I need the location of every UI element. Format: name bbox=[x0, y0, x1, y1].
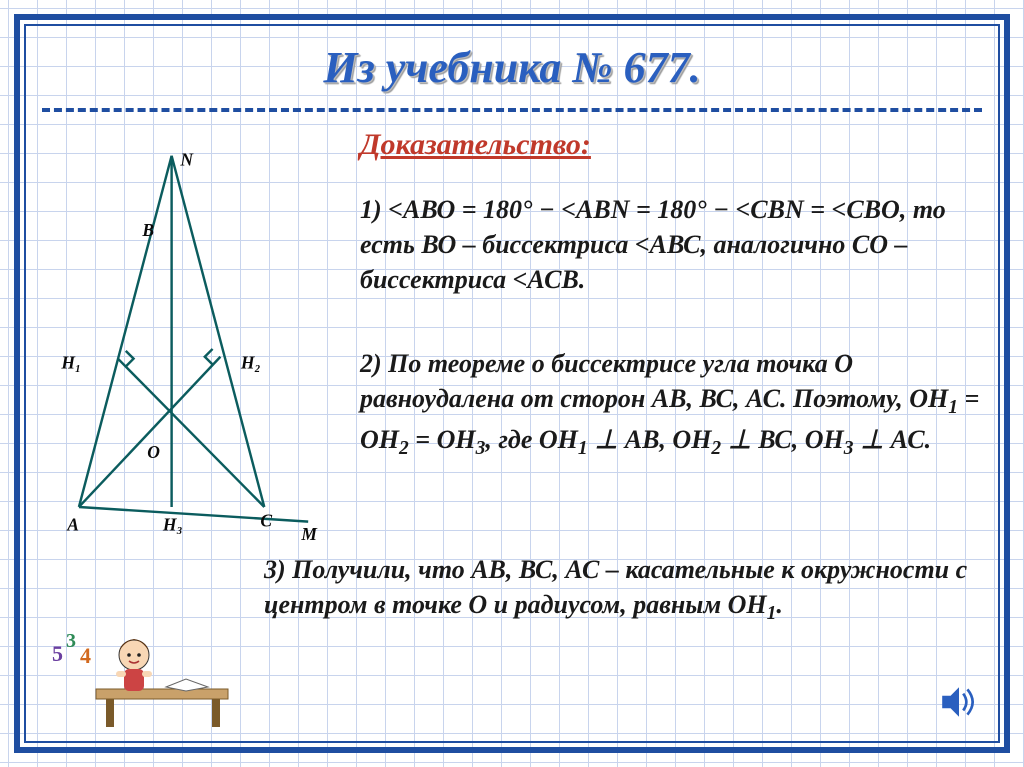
p2-g: АС. bbox=[891, 425, 932, 454]
right-angle-H1 bbox=[126, 351, 134, 367]
p2-e: АВ, ОН bbox=[625, 425, 712, 454]
paragraph-1: 1) <АВО = 180 − <АВN = 180 − <CBN = <CBO… bbox=[360, 192, 980, 297]
dashed-divider bbox=[42, 108, 982, 112]
p2-f: ВС, ОН bbox=[758, 425, 843, 454]
line-C-H1 bbox=[118, 359, 264, 507]
p2-d: , где ОН bbox=[485, 425, 578, 454]
label-M: M bbox=[300, 524, 318, 544]
p2-c: = OН bbox=[409, 425, 476, 454]
p1-a: 1) <АВО = 180 bbox=[360, 195, 522, 224]
speaker-icon bbox=[938, 681, 980, 723]
label-C: C bbox=[260, 510, 272, 530]
right-angle-H2 bbox=[205, 349, 213, 365]
label-O: O bbox=[147, 442, 160, 462]
page-title: Из учебника № 677. bbox=[0, 42, 1024, 93]
perp-2: ⊥ bbox=[721, 424, 758, 454]
p1-b: − <АВN = 180 bbox=[532, 195, 696, 224]
label-H1: H₁ bbox=[60, 352, 81, 372]
line-AC-M bbox=[79, 507, 308, 522]
svg-text:3: 3 bbox=[66, 630, 76, 652]
perp-3: ⊥ bbox=[854, 424, 891, 454]
p3-b: . bbox=[776, 590, 783, 619]
proof-heading: Доказательство: bbox=[360, 128, 591, 162]
p3-a: 3) Получили, что АВ, ВС, АС – касательны… bbox=[264, 555, 967, 619]
paragraph-2: 2) По теореме о биссектрисе угла точка О… bbox=[360, 346, 980, 462]
label-N: N bbox=[179, 150, 194, 170]
perp-1: ⊥ bbox=[588, 424, 625, 454]
svg-text:4: 4 bbox=[80, 643, 91, 668]
label-B: B bbox=[141, 220, 154, 240]
svg-text:5: 5 bbox=[52, 641, 63, 666]
label-H3: H₃ bbox=[162, 514, 183, 534]
label-H2: H₂ bbox=[240, 352, 261, 372]
line-A-H2 bbox=[79, 357, 220, 507]
line-C-N bbox=[172, 156, 265, 507]
p2-a: 2) По теореме о биссектрисе угла точка О… bbox=[360, 349, 948, 413]
student-cartoon-icon: 5 3 4 bbox=[36, 611, 236, 731]
paragraph-3: 3) Получили, что АВ, ВС, АС – касательны… bbox=[264, 552, 980, 628]
triangle-diagram: N B H₁ H₂ A H₃ C M O bbox=[46, 146, 346, 546]
label-A: A bbox=[66, 514, 79, 534]
